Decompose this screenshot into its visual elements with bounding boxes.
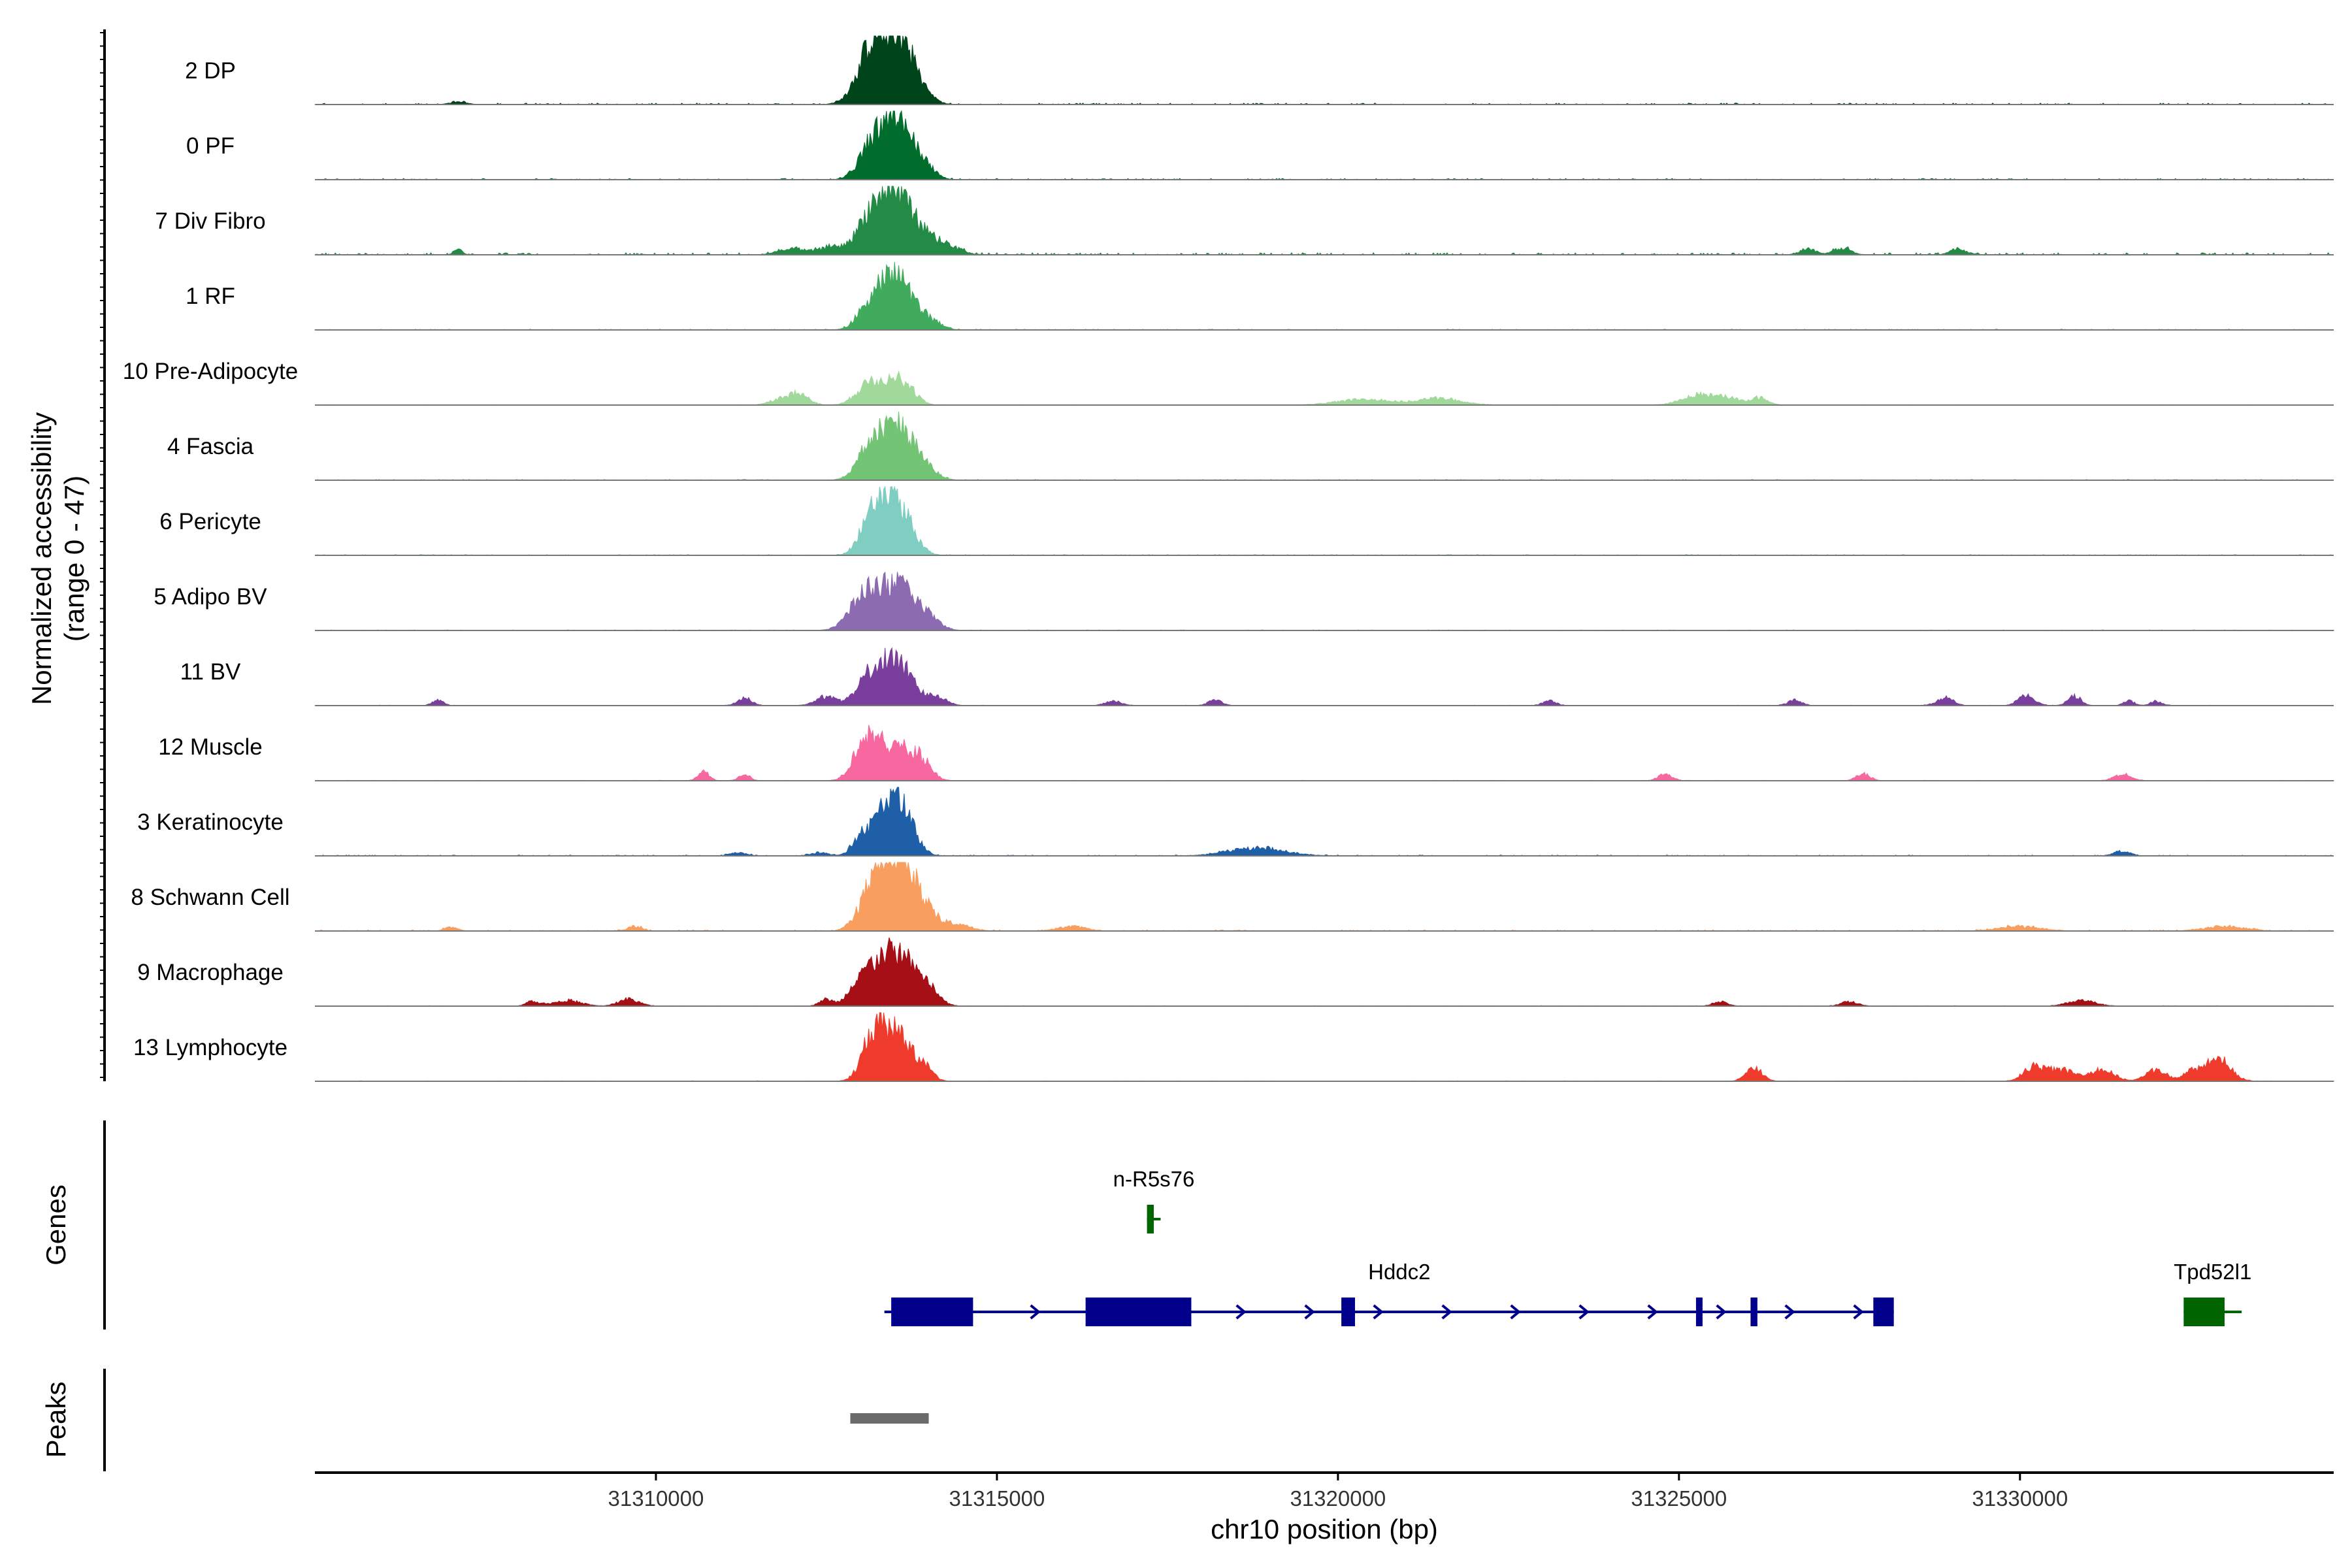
genes-panel-label: Genes xyxy=(41,1184,71,1266)
track-label: 0 PF xyxy=(186,133,235,159)
track-label: 2 DP xyxy=(185,58,236,84)
track-signal-area xyxy=(314,186,2334,255)
track-signal-area xyxy=(315,411,2334,481)
track-label: 7 Div Fibro xyxy=(155,208,265,234)
gene-exon xyxy=(1341,1298,1355,1326)
track-signal-area xyxy=(315,1012,2334,1082)
gene-exon xyxy=(891,1298,973,1326)
strand-chevron xyxy=(1235,1304,1247,1320)
track-13: 9 Macrophage xyxy=(137,937,2334,1007)
peak-region-bar xyxy=(850,1413,929,1424)
gene-exon xyxy=(1873,1298,1894,1326)
x-tick-label: 31325000 xyxy=(1631,1486,1727,1511)
track-8: 5 Adipo BV xyxy=(154,571,2334,631)
track-4: 1 RF xyxy=(186,262,2334,331)
x-axis-ticks: 31310000 31315000 31320000 31325000 31330000 xyxy=(608,1473,2068,1511)
track-6: 4 Fascia xyxy=(167,411,2334,481)
peak-regions xyxy=(850,1413,929,1424)
track-label: 8 Schwann Cell xyxy=(131,885,289,910)
genes-panel: Genes n-R5s76 Hddc2 Tpd52l1 xyxy=(41,1120,2251,1330)
track-14: 13 Lymphocyte xyxy=(133,1012,2334,1082)
track-12: 8 Schwann Cell xyxy=(131,861,2334,932)
strand-chevron xyxy=(1441,1304,1452,1320)
track-label: 13 Lymphocyte xyxy=(133,1035,287,1060)
strand-chevron xyxy=(1304,1304,1315,1320)
strand-chevron xyxy=(1647,1304,1658,1320)
strand-chevron xyxy=(1578,1304,1590,1320)
track-1: 2 DP xyxy=(185,35,2334,105)
x-axis: 31310000 31315000 31320000 31325000 31330000… xyxy=(315,1471,2334,1544)
track-signal-area xyxy=(314,262,2334,331)
track-7: 6 Pericyte xyxy=(159,485,2334,556)
strand-chevron xyxy=(1784,1304,1795,1320)
x-tick-label: 31330000 xyxy=(1972,1486,2068,1511)
x-tick-label: 31315000 xyxy=(949,1486,1045,1511)
gene-exon xyxy=(1085,1298,1192,1326)
track-label: 6 Pericyte xyxy=(159,509,261,534)
x-axis-title: chr10 position (bp) xyxy=(1211,1514,1438,1544)
y-axis-ticks xyxy=(100,32,105,1078)
track-2: 0 PF xyxy=(186,110,2334,180)
gene-Tpd52l1: Tpd52l1 xyxy=(2174,1260,2251,1326)
track-label: 5 Adipo BV xyxy=(154,584,267,610)
track-signal-area xyxy=(315,787,2334,857)
gene-label: Hddc2 xyxy=(1368,1260,1430,1284)
track-9: 11 BV xyxy=(180,647,2334,706)
track-label: 4 Fascia xyxy=(167,434,254,459)
track-label: 10 Pre-Adipocyte xyxy=(123,359,298,384)
x-tick-label: 31310000 xyxy=(608,1486,704,1511)
track-signal-area xyxy=(315,861,2334,932)
y-axis-title: Normalized accessibility xyxy=(26,412,57,705)
track-3: 7 Div Fibro xyxy=(155,186,2334,255)
track-signal-area xyxy=(315,485,2334,556)
y-axis-range-label: (range 0 - 47) xyxy=(59,476,90,642)
track-label: 12 Muscle xyxy=(158,734,263,760)
gene-exon xyxy=(2183,1298,2225,1326)
gene-exon xyxy=(1695,1298,1703,1326)
strand-chevron xyxy=(1716,1304,1727,1320)
gene-label: Tpd52l1 xyxy=(2174,1260,2251,1284)
accessibility-tracks: 2 DP 0 PF 7 Div Fibro 1 RF 10 Pre-Adipocyte 4… xyxy=(123,35,2334,1082)
track-5: 10 Pre-Adipocyte xyxy=(123,359,2334,406)
x-tick-label: 31320000 xyxy=(1290,1486,1386,1511)
track-signal-area xyxy=(315,937,2334,1007)
track-signal-area xyxy=(315,725,2334,781)
track-label: 9 Macrophage xyxy=(137,960,284,985)
track-signal-area xyxy=(315,35,2334,105)
gene-exon xyxy=(1750,1298,1757,1326)
peaks-panel-label: Peaks xyxy=(41,1382,71,1458)
track-signal-area xyxy=(315,647,2334,706)
track-signal-area xyxy=(315,571,2334,631)
gene-models: n-R5s76 Hddc2 Tpd52l1 xyxy=(884,1167,2251,1326)
gene-label: n-R5s76 xyxy=(1113,1167,1195,1191)
gene-exon xyxy=(1147,1205,1154,1233)
track-signal-area xyxy=(315,370,2334,406)
peaks-panel: Peaks xyxy=(41,1369,929,1471)
strand-chevron xyxy=(1510,1304,1521,1320)
strand-chevron xyxy=(1853,1304,1864,1320)
y-axis: Normalized accessibility (range 0 - 47) xyxy=(26,29,106,1081)
track-label: 11 BV xyxy=(180,659,241,685)
strand-chevron xyxy=(1373,1304,1384,1320)
track-10: 12 Muscle xyxy=(158,725,2334,781)
track-label: 1 RF xyxy=(186,284,235,309)
track-signal-area xyxy=(315,110,2334,180)
gene-Hddc2: Hddc2 xyxy=(884,1260,1894,1326)
track-label: 3 Keratinocyte xyxy=(137,809,284,835)
track-11: 3 Keratinocyte xyxy=(137,787,2334,857)
strand-chevron xyxy=(1030,1304,1041,1320)
gene-n-R5s76: n-R5s76 xyxy=(1113,1167,1195,1233)
